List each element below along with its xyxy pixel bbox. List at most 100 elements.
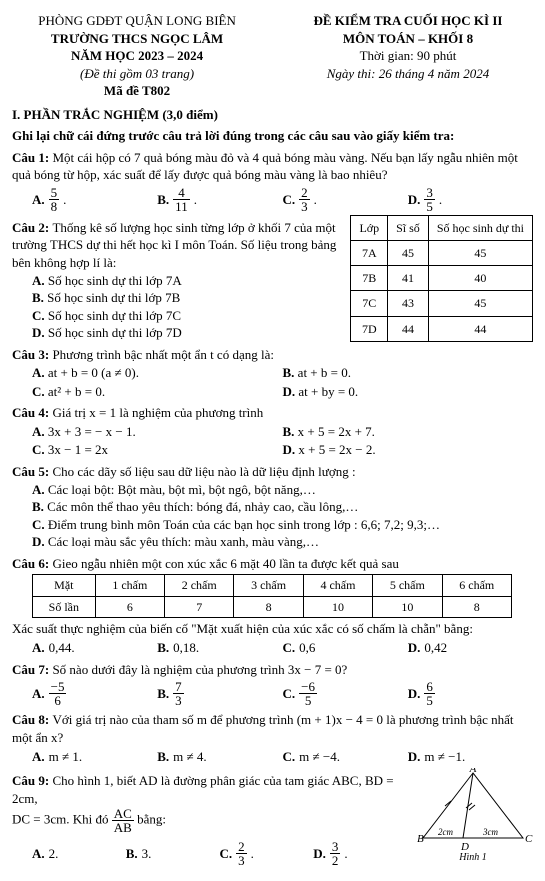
opt-label: B. [32, 499, 44, 514]
q9-line2: DC = 3cm. Khi đó ACAB bằng: [12, 807, 407, 834]
q3-prefix: Câu 3: [12, 347, 52, 362]
q9-opt-c: 23 [236, 840, 247, 867]
opt-label: C. [32, 442, 45, 457]
q7-options: A.−56 B.73 C.−65 D.65 [32, 680, 533, 707]
question-4: Câu 4: Giá trị x = 1 là nghiệm của phươn… [12, 404, 533, 422]
q3-opt-b: at + b = 0. [298, 365, 351, 380]
opt-label: A. [32, 482, 45, 497]
q3-row2: C. at² + b = 0. D. at + by = 0. [32, 383, 533, 401]
q8-text: Với giá trị nào của tham số m để phương … [12, 712, 514, 745]
q5-opt-c: Điểm trung bình môn Toán của các bạn học… [48, 517, 440, 532]
q4-prefix: Câu 4: [12, 405, 52, 420]
q8-opt-a: m ≠ 1. [49, 748, 83, 766]
q4-text: Giá trị x = 1 là nghiệm của phương trình [52, 405, 263, 420]
q6-opt-d: 0,42 [424, 639, 447, 657]
svg-text:A: A [469, 768, 477, 775]
question-7: Câu 7: Số nào dưới đây là nghiệm của phư… [12, 661, 533, 679]
question-5: Câu 5: Cho các dãy số liệu sau dữ liệu n… [12, 463, 533, 481]
q7-prefix: Câu 7: [12, 662, 52, 677]
col-size: Sĩ số [388, 215, 429, 240]
q9-opt-b: 3. [142, 845, 152, 863]
table-row: 7C4345 [351, 291, 533, 316]
q4-row1: A. 3x + 3 = − x − 1. B. x + 5 = 2x + 7. [32, 423, 533, 441]
question-8: Câu 8: Với giá trị nào của tham số m để … [12, 711, 533, 746]
opt-label: D. [313, 845, 326, 863]
col-attend: Số học sinh dự thi [428, 215, 532, 240]
opt-label: D. [32, 325, 45, 340]
q6-text: Gieo ngẫu nhiên một con xúc xắc 6 mặt 40… [52, 556, 398, 571]
opt-label: B. [126, 845, 138, 863]
q4-opt-a: 3x + 3 = − x − 1. [48, 424, 136, 439]
opt-label: D. [283, 384, 296, 399]
q1-opt-d: 35 [424, 186, 435, 213]
q7-opt-d: 65 [424, 680, 435, 707]
q9-opt-a: 2. [49, 845, 59, 863]
q9-pre: Cho hình 1, biết AD là đường phân giác c… [12, 773, 394, 806]
opt-label: B. [283, 424, 295, 439]
question-6: Câu 6: Gieo ngẫu nhiên một con xúc xắc 6… [12, 555, 533, 573]
subject: MÔN TOÁN – KHỐI 8 [283, 30, 533, 48]
q8-options: A. m ≠ 1. B. m ≠ 4. C. m ≠ −4. D. m ≠ −1… [32, 748, 533, 766]
q6-table: Mặt 1 chấm2 chấm3 chấm 4 chấm5 chấm6 chấ… [32, 574, 512, 617]
question-2: Câu 2: Thống kê số lượng học sinh từng l… [12, 219, 342, 272]
q1-prefix: Câu 1: [12, 150, 52, 165]
table-row: 7B4140 [351, 266, 533, 291]
triangle-figure: A B C D 2cm 3cm Hình 1 [413, 768, 533, 863]
table-row: 7A4545 [351, 241, 533, 266]
svg-text:2cm: 2cm [438, 827, 453, 837]
opt-label: B. [157, 685, 169, 703]
opt-label: C. [283, 748, 296, 766]
opt-label: A. [32, 845, 45, 863]
section-title: I. PHẦN TRẮC NGHIỆM (3,0 điểm) [12, 106, 533, 124]
q3-text: Phương trình bậc nhất một ẩn t có dạng l… [52, 347, 274, 362]
question-9-wrap: Câu 9: Cho hình 1, biết AD là đường phân… [12, 768, 533, 869]
exam-header: PHÒNG GDĐT QUẬN LONG BIÊN TRƯỜNG THCS NG… [12, 12, 533, 100]
opt-label: A. [32, 748, 45, 766]
svg-text:B: B [417, 833, 424, 845]
q3-opt-c: at² + b = 0. [48, 384, 105, 399]
q1-opt-b: 411 [173, 186, 190, 213]
opt-label: C. [32, 308, 45, 323]
opt-label: B. [32, 290, 44, 305]
q6-opt-a: 0,44. [49, 639, 75, 657]
q2-opt-b: Số học sinh dự thi lớp 7B [47, 290, 180, 305]
q2-table: LớpSĩ sốSố học sinh dự thi 7A4545 7B4140… [350, 215, 533, 342]
opt-label: B. [157, 191, 169, 209]
q5-opt-d: Các loại màu sắc yêu thích: màu xanh, mà… [48, 534, 319, 549]
svg-text:C: C [525, 833, 533, 845]
exam-code: Mã đề T802 [12, 82, 262, 100]
q3-opt-d: at + by = 0. [298, 384, 358, 399]
q2-opt-a: Số học sinh dự thi lớp 7A [48, 273, 182, 288]
opt-label: A. [32, 424, 45, 439]
header-left: PHÒNG GDĐT QUẬN LONG BIÊN TRƯỜNG THCS NG… [12, 12, 262, 100]
year: NĂM HỌC 2023 – 2024 [12, 47, 262, 65]
opt-label: C. [283, 639, 296, 657]
svg-text:3cm: 3cm [482, 827, 498, 837]
col-class: Lớp [351, 215, 388, 240]
svg-text:Hình 1: Hình 1 [458, 852, 487, 863]
opt-label: B. [157, 639, 169, 657]
q4-opt-c: 3x − 1 = 2x [48, 442, 108, 457]
opt-label: C. [32, 384, 45, 399]
q5-prefix: Câu 5: [12, 464, 52, 479]
q6-opt-b: 0,18. [173, 639, 199, 657]
school: TRƯỜNG THCS NGỌC LÂM [12, 30, 262, 48]
opt-label: D. [408, 191, 421, 209]
opt-label: C. [283, 191, 296, 209]
question-3: Câu 3: Phương trình bậc nhất một ẩn t có… [12, 346, 533, 364]
q9-opt-d: 32 [330, 840, 341, 867]
q2-opt-d: Số học sinh dự thi lớp 7D [48, 325, 182, 340]
opt-label: B. [157, 748, 169, 766]
q9-options: A. 2. B. 3. C.23. D.32. [32, 840, 407, 867]
opt-label: A. [32, 273, 45, 288]
q7-opt-b: 73 [173, 680, 184, 707]
q2-opt-c: Số học sinh dự thi lớp 7C [48, 308, 181, 323]
opt-label: C. [283, 685, 296, 703]
exam-date: Ngày thi: 26 tháng 4 năm 2024 [327, 66, 490, 81]
q9-prefix: Câu 9: [12, 773, 52, 788]
q2-text: Thống kê số lượng học sinh từng lớp ở kh… [12, 220, 336, 270]
q5-options: A. Các loại bột: Bột màu, bột mì, bột ng… [32, 481, 533, 551]
question-2-wrap: Câu 2: Thống kê số lượng học sinh từng l… [12, 215, 533, 342]
q1-text: Một cái hộp có 7 quả bóng màu đỏ và 4 qu… [12, 150, 518, 183]
opt-label: D. [408, 639, 421, 657]
